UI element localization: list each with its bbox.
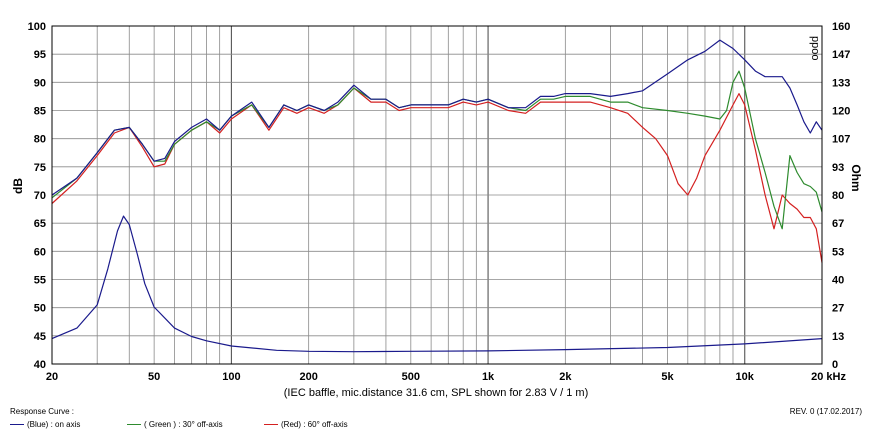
chart-caption: (IEC baffle, mic.distance 31.6 cm, SPL s…: [284, 387, 588, 399]
y-left-tick-label: 50: [34, 303, 46, 315]
y-right-tick-label: 0: [832, 359, 838, 371]
legend-swatch-blue: [10, 424, 24, 425]
x-tick-label: 2k: [559, 371, 572, 383]
y-left-tick-label: 65: [34, 218, 46, 230]
y-left-tick-label: 40: [34, 359, 46, 371]
x-tick-label: 500: [402, 371, 420, 383]
series-30-off-axis: [51, 70, 823, 230]
y-right-tick-labels: 0 13 27 40 53 67 80 93 107 120 133 147 160: [832, 21, 850, 371]
y-right-tick-label: 53: [832, 246, 844, 258]
legend-item-blue: (Blue) : on axis: [10, 420, 80, 429]
y-left-axis-label: dB: [11, 178, 25, 194]
y-right-tick-label: 160: [832, 21, 850, 33]
y-left-tick-label: 55: [34, 275, 46, 287]
y-right-tick-label: 147: [832, 49, 850, 61]
x-tick-label: 20: [46, 371, 58, 383]
revision-label: REV. 0 (17.02.2017): [789, 407, 862, 416]
y-right-tick-label: 93: [832, 162, 844, 174]
x-tick-label: 10k: [736, 371, 755, 383]
corner-label: ppoo: [809, 36, 821, 60]
y-left-tick-label: 85: [34, 106, 46, 118]
x-tick-label: 5k: [661, 371, 674, 383]
legend-label-blue: (Blue) : on axis: [27, 420, 81, 429]
legend-swatch-red: [264, 424, 278, 425]
series-impedance: [51, 215, 823, 353]
x-tick-labels: 20 50 100 200 500 1k 2k 5k 10k 20 kHz: [46, 371, 847, 383]
y-right-tick-label: 133: [832, 77, 850, 89]
x-tick-label: 100: [222, 371, 240, 383]
plot-frame: [51, 25, 823, 365]
y-right-axis-label: Ohm: [849, 164, 863, 191]
y-left-tick-label: 60: [34, 246, 46, 258]
x-tick-label: 20 kHz: [811, 371, 846, 383]
y-left-tick-label: 80: [34, 134, 46, 146]
legend-item-green: ( Green ) : 30° off-axis: [127, 420, 223, 429]
grid: [52, 25, 822, 365]
y-left-tick-label: 95: [34, 49, 46, 61]
y-right-tick-label: 120: [832, 106, 850, 118]
series-60-off-axis: [51, 87, 823, 263]
x-tick-label: 1k: [482, 371, 495, 383]
series-on-axis: [51, 39, 823, 196]
y-left-tick-label: 100: [28, 21, 46, 33]
series-group: [51, 39, 823, 353]
footer-title: Response Curve :: [10, 407, 75, 416]
legend-label-red: (Red) : 60° off-axis: [281, 420, 348, 429]
y-left-tick-label: 75: [34, 162, 46, 174]
y-right-tick-label: 80: [832, 190, 844, 202]
legend-item-red: (Red) : 60° off-axis: [264, 420, 348, 429]
y-right-tick-label: 13: [832, 331, 844, 343]
legend-swatch-green: [127, 424, 141, 425]
y-left-tick-label: 45: [34, 331, 46, 343]
legend-label-green: ( Green ) : 30° off-axis: [144, 420, 223, 429]
y-right-tick-label: 40: [832, 275, 844, 287]
x-tick-label: 50: [148, 371, 160, 383]
y-right-tick-label: 27: [832, 303, 844, 315]
y-right-tick-label: 107: [832, 134, 850, 146]
y-right-tick-label: 67: [832, 218, 844, 230]
x-tick-label: 200: [299, 371, 317, 383]
frequency-response-chart: 20 50 100 200 500 1k 2k 5k 10k 20 kHz 40 45 50 55 60 6…: [11, 21, 863, 399]
y-left-tick-labels: 40 45 50 55 60 65 70 75 80 85 90 95 100: [28, 21, 46, 371]
y-left-tick-label: 70: [34, 190, 46, 202]
y-left-tick-label: 90: [34, 77, 46, 89]
